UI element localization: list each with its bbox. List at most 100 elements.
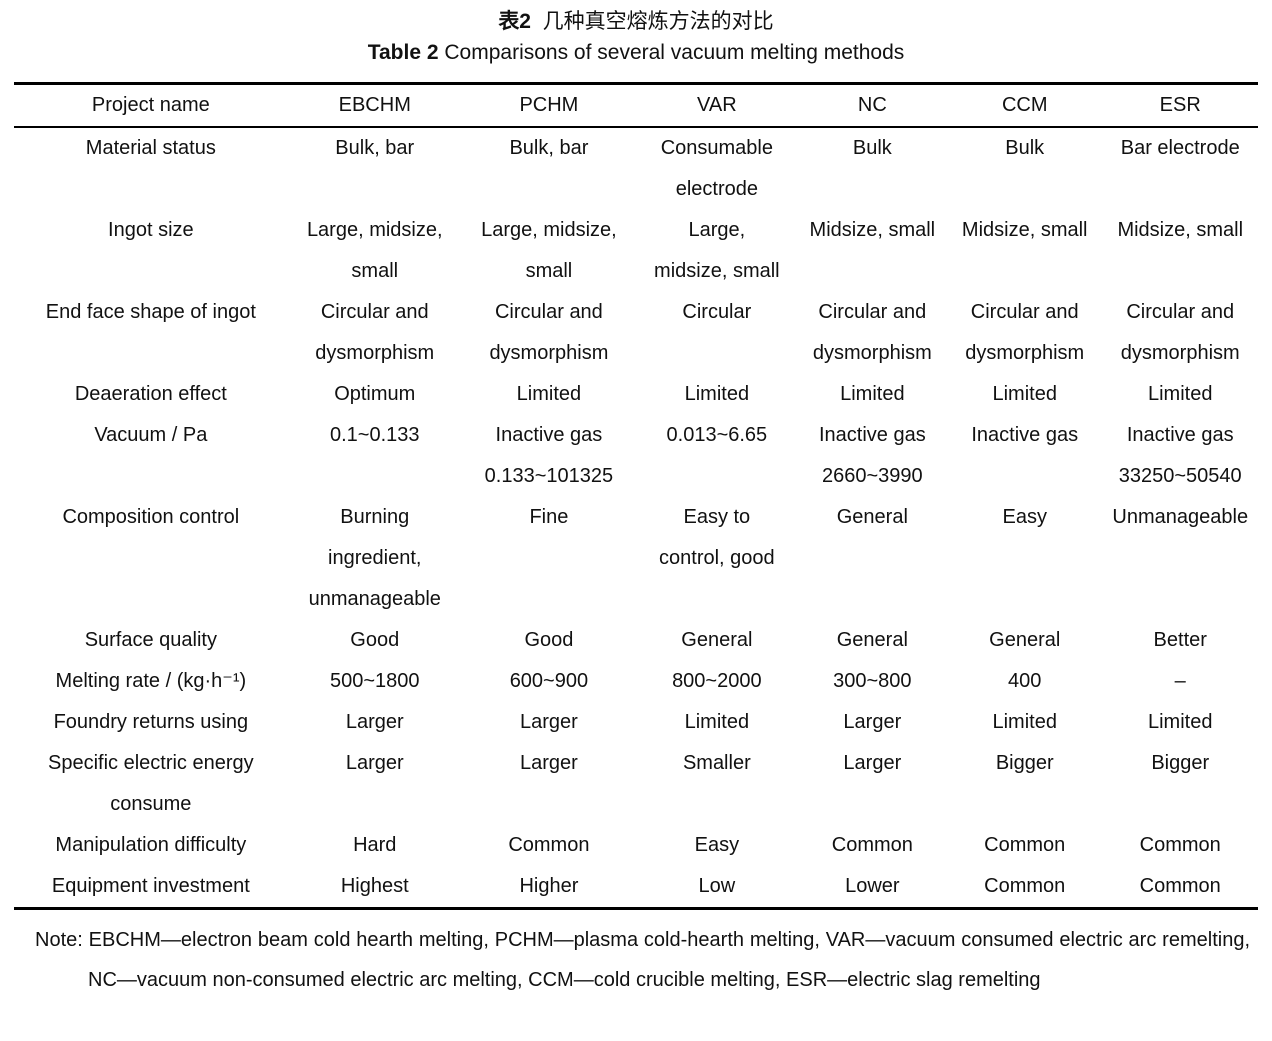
table-note: Note: EBCHM—electron beam cold hearth me…	[35, 920, 1250, 1000]
table-cell: Inactive gas 2660~3990	[818, 424, 926, 487]
row-label: Foundry returns using	[53, 711, 249, 733]
table-title-chinese-text: 几种真空熔炼方法的对比	[531, 10, 774, 33]
row-label: Equipment investment	[51, 875, 250, 897]
table-cell: Smaller	[682, 752, 751, 774]
row-label: Ingot size	[108, 219, 194, 241]
table-cell: Larger	[520, 752, 578, 774]
column-header-esr: ESR	[1102, 83, 1258, 128]
table-cell: Good	[350, 629, 400, 651]
table-cell: Consumable electrode	[660, 137, 773, 200]
table-number-english: Table 2	[367, 41, 439, 64]
table-cell: Limited	[840, 383, 905, 405]
table-cell: Bigger	[1151, 752, 1210, 774]
table-cell: Lower	[845, 875, 900, 897]
table-cell: Common	[1139, 875, 1221, 897]
table-title-english: Table 2 Comparisons of several vacuum me…	[14, 37, 1258, 68]
table-cell: Hard	[353, 834, 397, 856]
table-cell: Larger	[345, 711, 404, 733]
table-cell: Circular and dysmorphism	[812, 301, 932, 364]
table-row: Surface quality Good Good General Genera…	[14, 620, 1258, 661]
column-header-project-name: Project name	[14, 83, 288, 128]
row-label: End face shape of ingot	[45, 301, 256, 323]
table-cell: Large, midsize, small	[481, 219, 617, 282]
table-row: Manipulation difficulty Hard Common Easy…	[14, 825, 1258, 866]
column-header-ebchm: EBCHM	[287, 83, 462, 128]
table-cell: Limited	[992, 383, 1057, 405]
table-cell: Common	[984, 834, 1066, 856]
table-cell: Bulk, bar	[509, 137, 589, 159]
table-cell: Inactive gas 0.133~101325	[484, 424, 614, 487]
table-cell: Midsize, small	[961, 219, 1088, 241]
table-note-text: EBCHM—electron beam cold hearth melting,…	[88, 929, 1250, 991]
table-cell: Midsize, small	[1117, 219, 1244, 241]
table-cell: Fine	[529, 506, 569, 528]
table-cell: Circular and dysmorphism	[489, 301, 609, 364]
row-label: Vacuum / Pa	[94, 424, 208, 446]
table-row: End face shape of ingot Circular and dys…	[14, 292, 1258, 374]
table-cell: General	[836, 506, 908, 528]
table-cell: 500~1800	[329, 670, 420, 692]
table-cell: Inactive gas 33250~50540	[1118, 424, 1242, 487]
table-cell: Common	[984, 875, 1066, 897]
table-cell: 0.1~0.133	[329, 424, 420, 446]
table-title-english-text: Comparisons of several vacuum melting me…	[438, 41, 905, 64]
table-cell: Highest	[340, 875, 409, 897]
table-cell: –	[1174, 670, 1186, 692]
header-row: Project name EBCHM PCHM VAR NC CCM ESR	[14, 83, 1258, 128]
table-cell: Bar electrode	[1120, 137, 1240, 159]
table-note-label: Note:	[35, 929, 89, 951]
table-cell: 0.013~6.65	[666, 424, 768, 446]
table-cell: Limited	[1147, 711, 1213, 733]
table-cell: Limited	[992, 711, 1057, 733]
column-header-nc: NC	[797, 83, 947, 128]
table-cell: Easy	[1002, 506, 1047, 528]
table-cell: 800~2000	[672, 670, 762, 692]
table-number-chinese: 表2	[498, 10, 531, 33]
table-cell: Larger	[520, 711, 578, 733]
table-row: Deaeration effect Optimum Limited Limite…	[14, 374, 1258, 415]
table-cell: Bulk	[852, 137, 892, 159]
row-label: Deaeration effect	[74, 383, 227, 405]
table-cell: General	[836, 629, 908, 651]
table-cell: Circular and dysmorphism	[315, 301, 435, 364]
table-cell: Bigger	[995, 752, 1054, 774]
table-cell: Bulk	[1005, 137, 1045, 159]
row-label: Surface quality	[84, 629, 217, 651]
table-cell: Common	[508, 834, 590, 856]
table-row: Vacuum / Pa 0.1~0.133 Inactive gas 0.133…	[14, 415, 1258, 497]
table-cell: Limited	[1147, 383, 1213, 405]
table-cell: Circular	[682, 301, 752, 323]
table-cell: Common	[831, 834, 913, 856]
table-cell: Large, midsize, small	[306, 219, 443, 282]
table-cell: Easy	[694, 834, 740, 856]
table-row: Melting rate / (kg·h⁻¹) 500~1800 600~900…	[14, 661, 1258, 702]
column-header-pchm: PCHM	[461, 83, 636, 128]
table-row: Composition control Burning ingredient, …	[14, 497, 1258, 620]
comparison-table: Project name EBCHM PCHM VAR NC CCM ESR M…	[14, 82, 1258, 910]
table-cell: Larger	[345, 752, 404, 774]
table-row: Ingot size Large, midsize, small Large, …	[14, 210, 1258, 292]
table-row: Material status Bulk, bar Bulk, bar Cons…	[14, 127, 1258, 210]
row-label: Material status	[85, 137, 216, 159]
table-cell: Optimum	[334, 383, 416, 405]
table-figure: 表2 几种真空熔炼方法的对比 Table 2 Comparisons of se…	[14, 6, 1258, 1000]
table-cell: Inactive gas	[971, 424, 1079, 446]
row-label: Specific electric energy consume	[48, 752, 254, 815]
table-cell: Circular and dysmorphism	[965, 301, 1085, 364]
table-title-chinese: 表2 几种真空熔炼方法的对比	[14, 6, 1258, 37]
table-cell: Midsize, small	[809, 219, 936, 241]
row-label: Manipulation difficulty	[55, 834, 247, 856]
table-cell: Easy to control, good	[659, 506, 775, 569]
table-cell: Circular and dysmorphism	[1120, 301, 1240, 364]
table-row: Equipment investment Highest Higher Low …	[14, 866, 1258, 909]
table-cell: Bulk, bar	[335, 137, 415, 159]
table-cell: Limited	[684, 383, 750, 405]
table-cell: Low	[698, 875, 736, 897]
table-cell: 400	[1008, 670, 1042, 692]
table-cell: 600~900	[509, 670, 589, 692]
table-cell: Larger	[843, 711, 902, 733]
row-label: Melting rate / (kg·h⁻¹)	[55, 670, 247, 692]
table-cell: Common	[1139, 834, 1221, 856]
table-cell: Limited	[684, 711, 750, 733]
column-header-var: VAR	[635, 83, 798, 128]
